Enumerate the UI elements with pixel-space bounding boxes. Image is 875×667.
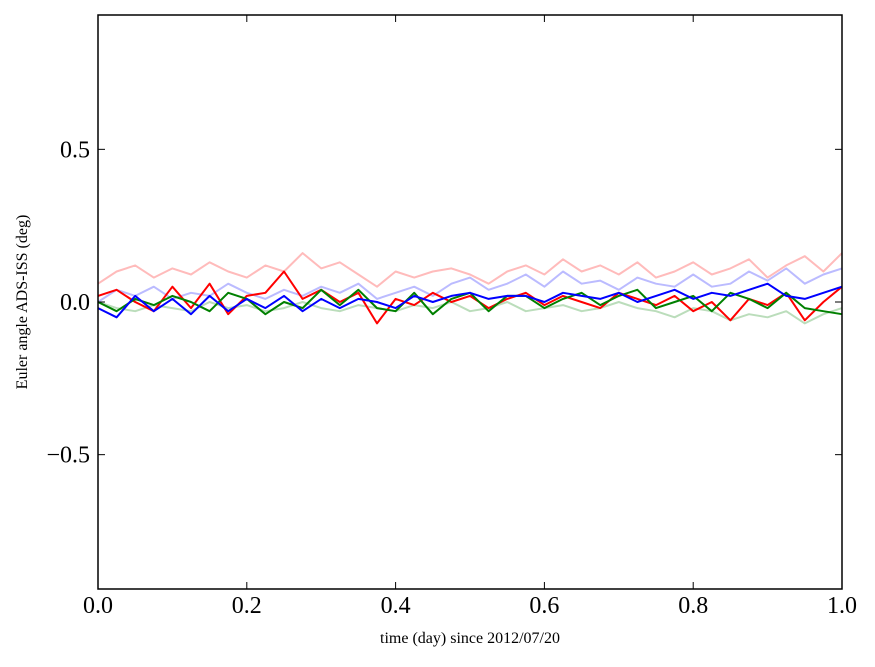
- x-tick-label: 0.0: [83, 593, 113, 619]
- x-tick-label: 0.2: [232, 593, 262, 619]
- axis-ticks: 0.0 0.2 0.4 0.6 0.8 1.0 0.5 0.0 −0.5: [46, 15, 857, 619]
- series-yaw: [97, 282, 843, 319]
- x-axis-label: time (day) since 2012/07/20: [380, 630, 560, 647]
- y-tick-label: 0.5: [60, 137, 90, 163]
- x-tick-label: 1.0: [827, 593, 857, 619]
- series-roll-ref: [97, 252, 843, 288]
- x-tick-label: 0.6: [529, 593, 559, 619]
- y-tick-label: −0.5: [46, 443, 90, 469]
- x-tick-label: 0.8: [678, 593, 708, 619]
- series-layer: [97, 252, 843, 325]
- y-tick-label: 0.0: [60, 290, 90, 316]
- y-axis-label: Euler angle ADS-ISS (deg): [14, 215, 31, 390]
- series-pitch-ref: [97, 267, 843, 303]
- series-roll: [97, 270, 843, 325]
- x-tick-label: 0.4: [381, 593, 411, 619]
